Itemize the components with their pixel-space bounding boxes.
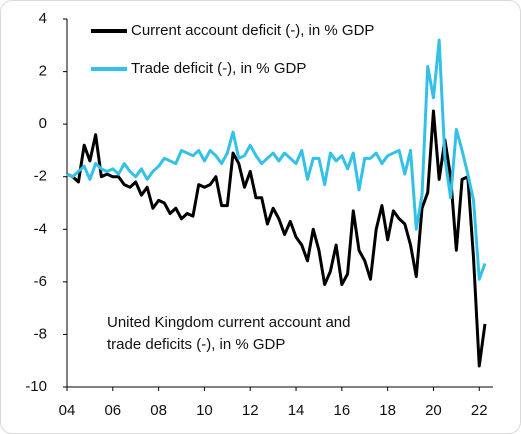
y-tick-label: 2 (39, 63, 47, 80)
legend-label: Current account deficit (-), in % GDP (131, 22, 374, 39)
y-tick-label: -6 (34, 273, 47, 290)
series-line (66, 38, 487, 281)
x-tick-label: 10 (196, 402, 213, 419)
series-line (66, 109, 487, 368)
x-tick-label: 22 (471, 402, 488, 419)
legend-label: Trade deficit (-), in % GDP (131, 60, 306, 77)
x-tick-label: 18 (379, 402, 396, 419)
y-tick-label: -10 (25, 378, 47, 395)
y-tick-label: -4 (34, 220, 47, 237)
x-tick-label: 06 (104, 402, 121, 419)
annotation: trade deficits (-), in % GDP (107, 336, 285, 353)
x-tick-label: 20 (425, 402, 442, 419)
y-tick-label: 4 (39, 10, 47, 27)
y-tick-label: 0 (39, 115, 47, 132)
y-tick-label: -8 (34, 325, 47, 342)
x-tick-label: 04 (59, 402, 76, 419)
x-tick-label: 16 (333, 402, 350, 419)
x-tick-label: 08 (150, 402, 167, 419)
y-tick-label: -2 (34, 168, 47, 185)
x-tick-label: 14 (288, 402, 305, 419)
x-tick-label: 12 (242, 402, 259, 419)
annotation: United Kingdom current account and (107, 314, 350, 331)
